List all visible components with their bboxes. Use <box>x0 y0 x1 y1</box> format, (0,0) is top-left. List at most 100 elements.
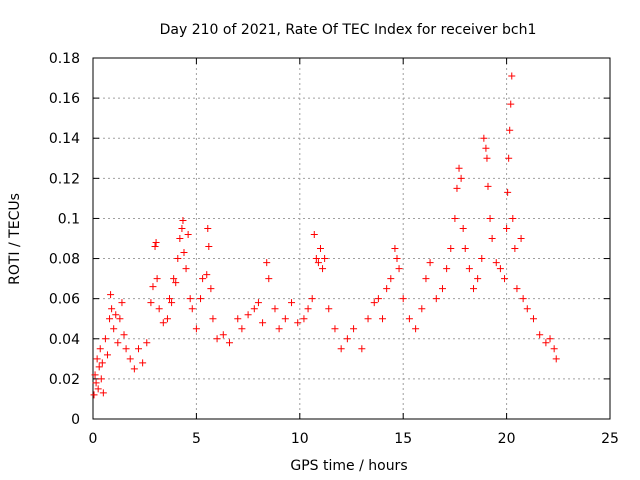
data-point <box>93 355 101 363</box>
data-point <box>103 351 111 359</box>
data-point <box>465 265 473 273</box>
data-point <box>443 265 451 273</box>
data-point <box>304 305 312 313</box>
data-point <box>308 295 316 303</box>
y-tick-label: 0.14 <box>49 131 80 147</box>
data-point <box>98 359 106 367</box>
data-point <box>107 291 115 299</box>
data-point <box>197 295 205 303</box>
data-point <box>504 188 512 196</box>
data-point <box>312 255 320 263</box>
data-point <box>321 255 329 263</box>
data-point <box>496 265 504 273</box>
data-point <box>199 275 207 283</box>
data-point <box>395 265 403 273</box>
data-point <box>116 315 124 323</box>
data-point <box>101 335 109 343</box>
data-point <box>180 249 188 257</box>
data-point <box>393 255 401 263</box>
data-point <box>447 245 455 253</box>
data-point <box>96 345 104 353</box>
data-point <box>95 363 103 371</box>
data-point <box>391 245 399 253</box>
data-point <box>418 305 426 313</box>
data-point <box>492 259 500 267</box>
data-point <box>110 325 118 333</box>
data-point <box>281 315 289 323</box>
data-point <box>205 243 213 251</box>
data-point <box>97 375 105 383</box>
data-point <box>379 315 387 323</box>
data-point <box>147 299 155 307</box>
data-point <box>139 359 147 367</box>
data-point <box>94 385 102 393</box>
data-point <box>542 339 550 347</box>
data-point <box>546 335 554 343</box>
data-point <box>505 154 513 162</box>
data-point <box>506 126 514 134</box>
data-point <box>399 295 407 303</box>
data-point <box>114 339 122 347</box>
data-point <box>438 285 446 293</box>
data-point <box>254 299 262 307</box>
data-point <box>106 315 114 323</box>
data-point <box>517 235 525 242</box>
data-point <box>152 239 160 247</box>
data-point <box>488 235 496 242</box>
data-point <box>178 224 186 232</box>
data-point <box>259 319 267 327</box>
data-point <box>204 224 212 232</box>
data-point <box>513 285 521 293</box>
data-point <box>459 224 467 232</box>
data-point <box>503 224 511 232</box>
data-point <box>474 275 482 283</box>
data-point <box>265 275 273 283</box>
data-point <box>172 279 180 287</box>
data-point <box>453 184 461 192</box>
data-point <box>92 379 100 387</box>
y-tick-label: 0.12 <box>49 171 80 187</box>
y-tick-label: 0.02 <box>49 372 80 388</box>
data-point <box>288 299 296 307</box>
data-point <box>108 305 116 313</box>
data-point <box>244 311 252 319</box>
data-point <box>470 285 478 293</box>
data-point <box>207 285 215 293</box>
data-point <box>188 305 196 313</box>
x-axis-label: GPS time / hours <box>290 458 407 474</box>
data-point <box>159 319 167 327</box>
data-point <box>387 275 395 283</box>
data-point <box>550 345 558 353</box>
data-point <box>209 315 217 323</box>
data-point <box>457 174 465 182</box>
data-point <box>163 315 171 323</box>
data-point <box>126 355 134 363</box>
x-tick-label: 25 <box>601 431 619 447</box>
data-point <box>529 315 537 323</box>
data-point <box>174 255 182 263</box>
data-point <box>536 331 544 339</box>
y-tick-label: 0.18 <box>49 51 80 67</box>
x-tick-label: 10 <box>291 431 309 447</box>
data-point <box>168 299 176 307</box>
data-point <box>176 235 184 242</box>
data-point <box>122 345 130 353</box>
data-point <box>170 275 178 283</box>
data-points <box>90 72 560 399</box>
data-point <box>219 331 227 339</box>
data-point <box>486 214 494 222</box>
y-axis-label: ROTI / TECUs <box>7 193 23 285</box>
data-point <box>99 389 107 397</box>
data-point <box>552 355 560 363</box>
data-point <box>509 214 517 222</box>
data-point <box>166 295 174 303</box>
data-point <box>511 245 519 253</box>
data-point <box>234 315 242 323</box>
data-point <box>155 305 163 313</box>
data-point <box>483 154 491 162</box>
data-point <box>90 391 98 399</box>
data-point <box>501 275 509 283</box>
data-point <box>192 325 200 333</box>
data-point <box>478 255 486 263</box>
data-point <box>507 100 515 108</box>
